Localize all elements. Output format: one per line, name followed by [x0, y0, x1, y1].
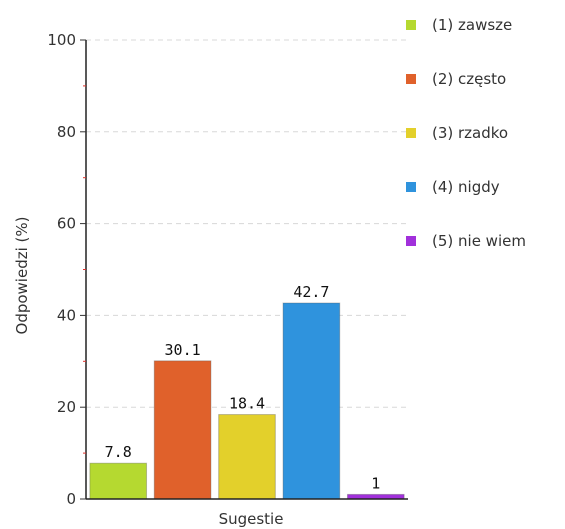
bar-value-label: 1 [371, 474, 380, 492]
bar-value-label: 18.4 [229, 395, 265, 413]
y-ticks: 0 20 40 60 80 100 [47, 31, 86, 508]
value-labels: 7.8 30.1 18.4 42.7 1 [105, 283, 381, 492]
bar [218, 414, 276, 500]
y-tick-label: 100 [47, 31, 76, 49]
legend-swatch [406, 20, 416, 30]
bars [89, 302, 405, 500]
gridlines [86, 39, 408, 408]
y-tick-label: 20 [57, 398, 76, 416]
legend: (1) zawsze (2) często (3) rzadko (4) nigdy (… [406, 16, 526, 250]
bar [153, 360, 212, 500]
bar-value-label: 30.1 [165, 341, 201, 359]
legend-label: (1) zawsze [432, 16, 512, 34]
legend-label: (5) nie wiem [432, 232, 526, 250]
y-tick-label: 80 [57, 123, 76, 141]
y-tick-label: 0 [66, 490, 76, 508]
bar [282, 302, 341, 500]
y-tick-label: 40 [57, 306, 76, 324]
y-tick-label: 60 [57, 215, 76, 233]
x-axis-title: Sugestie [219, 510, 284, 528]
legend-swatch [406, 182, 416, 192]
legend-label: (2) często [432, 70, 506, 88]
legend-swatch [406, 128, 416, 138]
bar-value-label: 7.8 [105, 443, 132, 461]
bar [89, 462, 148, 500]
legend-swatch [406, 74, 416, 84]
legend-label: (3) rzadko [432, 124, 508, 142]
legend-swatch [406, 236, 416, 246]
bar-value-label: 42.7 [293, 283, 329, 301]
y-axis-title: Odpowiedzi (%) [13, 217, 31, 335]
legend-label: (4) nigdy [432, 178, 500, 196]
